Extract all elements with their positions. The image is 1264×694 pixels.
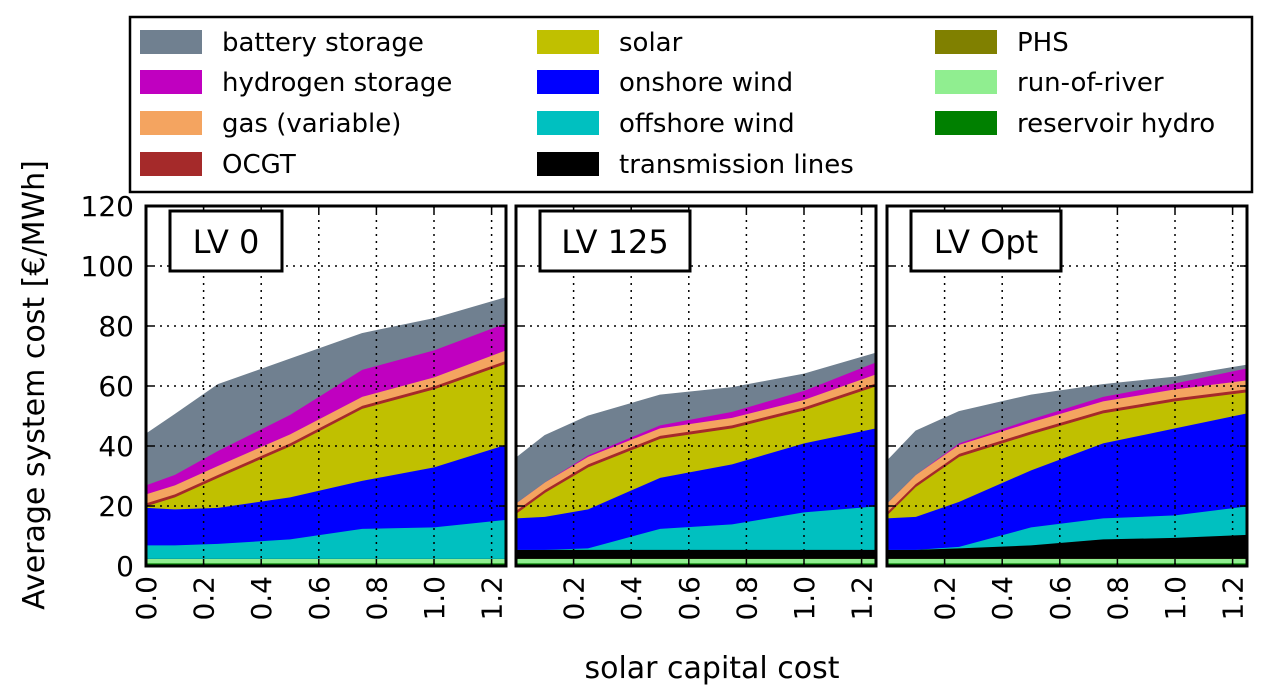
x-tick-label: 0.8	[1101, 576, 1134, 621]
y-tick-label: 80	[98, 310, 134, 343]
x-tick-labels: 0.0 0.2 0.4 0.6 0.8 1.0 1.2	[130, 576, 509, 621]
panel-label-box: LV 125	[538, 209, 692, 273]
y-tick-label: 120	[81, 190, 134, 223]
legend-label-hydrogen-storage: hydrogen storage	[222, 68, 452, 98]
x-tick-label: 0.8	[360, 576, 393, 621]
x-tick-label: 0.2	[929, 576, 962, 621]
legend-label-battery-storage: battery storage	[222, 28, 424, 58]
area-transmission-lines	[516, 549, 876, 559]
x-tick-label: 0.0	[130, 576, 163, 621]
area-battery-storage	[887, 364, 1247, 504]
x-axis-title: solar capital cost	[584, 651, 839, 686]
legend-label-ocgt: OCGT	[222, 150, 296, 180]
legend-swatch-run-of-river	[935, 70, 997, 94]
panel-label-text: LV 0	[193, 223, 260, 261]
legend-label-run-of-river: run-of-river	[1017, 68, 1164, 98]
x-tick-label: 0.4	[245, 576, 278, 621]
panel-frame	[144, 204, 508, 568]
x-tick-label: 1.0	[788, 576, 821, 621]
legend-swatch-hydrogen-storage	[140, 70, 202, 94]
x-tick-label: 0.4	[986, 576, 1019, 621]
x-tick-label: 0.6	[1044, 576, 1077, 621]
legend-frame	[128, 15, 1254, 194]
panel-label-frame	[168, 209, 284, 273]
legend-swatch-phs	[935, 30, 997, 54]
panel-frame	[514, 204, 878, 568]
area-layers	[516, 352, 876, 566]
legend-label-reservoir-hydro: reservoir hydro	[1017, 109, 1215, 139]
panel-lv-125: LV 125 0.2 0.4 0.6 0.8 1.0 1.2	[514, 204, 879, 621]
legend-entry-ocgt: OCGT	[140, 150, 296, 180]
legend-swatch-reservoir-hydro	[935, 111, 997, 135]
x-tick-label: 0.2	[558, 576, 591, 621]
area-run-of-river	[146, 558, 506, 564]
legend-entry-reservoir-hydro: reservoir hydro	[935, 109, 1215, 139]
panel-lv-opt: LV Opt 0.2 0.4 0.6 0.8 1.0 1.2	[885, 204, 1250, 621]
area-layers	[146, 297, 506, 566]
legend-swatch-battery-storage	[140, 30, 202, 54]
legend-label-transmission-lines: transmission lines	[619, 150, 854, 180]
area-run-of-river	[516, 558, 876, 564]
legend-swatch-transmission-lines	[537, 152, 599, 176]
panel-label-frame	[909, 209, 1063, 273]
panel-lv-0: LV 0 0.0 0.2 0.4 0.6 0.8 1.0 1.2	[130, 204, 509, 621]
x-tick-labels: 0.2 0.4 0.6 0.8 1.0 1.2	[558, 576, 879, 621]
area-layers	[887, 364, 1247, 566]
legend-entry-gas-variable: gas (variable)	[140, 109, 401, 139]
legend-label-gas-variable: gas (variable)	[222, 109, 401, 139]
legend-entry-transmission-lines: transmission lines	[537, 150, 854, 180]
area-battery-storage	[516, 352, 876, 504]
x-tick-label: 0.6	[303, 576, 336, 621]
y-tick-label: 60	[98, 370, 134, 403]
area-battery-storage	[146, 297, 506, 486]
legend-label-phs: PHS	[1017, 28, 1069, 58]
legend-swatch-ocgt	[140, 152, 202, 176]
panel-label-text: LV 125	[561, 223, 668, 261]
legend-entry-solar: solar	[537, 28, 683, 58]
panel-frame	[885, 204, 1249, 568]
legend: battery storage hydrogen storage gas (vari…	[128, 15, 1254, 194]
legend-label-solar: solar	[619, 28, 683, 58]
legend-swatch-onshore-wind	[537, 70, 599, 94]
x-tick-label: 0.2	[188, 576, 221, 621]
x-tick-label: 0.4	[615, 576, 648, 621]
panel-label-box: LV Opt	[909, 209, 1063, 273]
legend-swatch-gas-variable	[140, 111, 202, 135]
x-tick-label: 1.2	[846, 576, 879, 621]
y-tick-label: 100	[81, 250, 134, 283]
legend-entry-battery-storage: battery storage	[140, 28, 424, 58]
y-tick-label: 40	[98, 430, 134, 463]
legend-label-offshore-wind: offshore wind	[619, 109, 795, 139]
y-tick-label: 20	[98, 490, 134, 523]
legend-label-onshore-wind: onshore wind	[619, 68, 793, 98]
x-tick-label: 1.2	[1217, 576, 1250, 621]
panel-label-text: LV Opt	[934, 223, 1038, 261]
legend-swatch-solar	[537, 30, 599, 54]
x-tick-label: 1.0	[418, 576, 451, 621]
panel-label-frame	[538, 209, 692, 273]
y-tick-label: 0	[116, 550, 134, 583]
x-tick-label: 0.6	[673, 576, 706, 621]
legend-swatch-offshore-wind	[537, 111, 599, 135]
legend-entry-offshore-wind: offshore wind	[537, 109, 795, 139]
x-tick-label: 0.8	[730, 576, 763, 621]
x-tick-label: 1.0	[1159, 576, 1192, 621]
legend-entry-onshore-wind: onshore wind	[537, 68, 793, 98]
x-tick-labels: 0.2 0.4 0.6 0.8 1.0 1.2	[929, 576, 1250, 621]
x-tick-label: 1.2	[476, 576, 509, 621]
area-run-of-river	[887, 558, 1247, 564]
legend-entry-hydrogen-storage: hydrogen storage	[140, 68, 452, 98]
legend-entry-run-of-river: run-of-river	[935, 68, 1164, 98]
panel-label-box: LV 0	[168, 209, 284, 273]
y-axis-ticks: 0 20 40 60 80 100 120	[81, 190, 134, 583]
y-axis-title: Average system cost [€/MWh]	[17, 160, 52, 610]
legend-entry-phs: PHS	[935, 28, 1069, 58]
